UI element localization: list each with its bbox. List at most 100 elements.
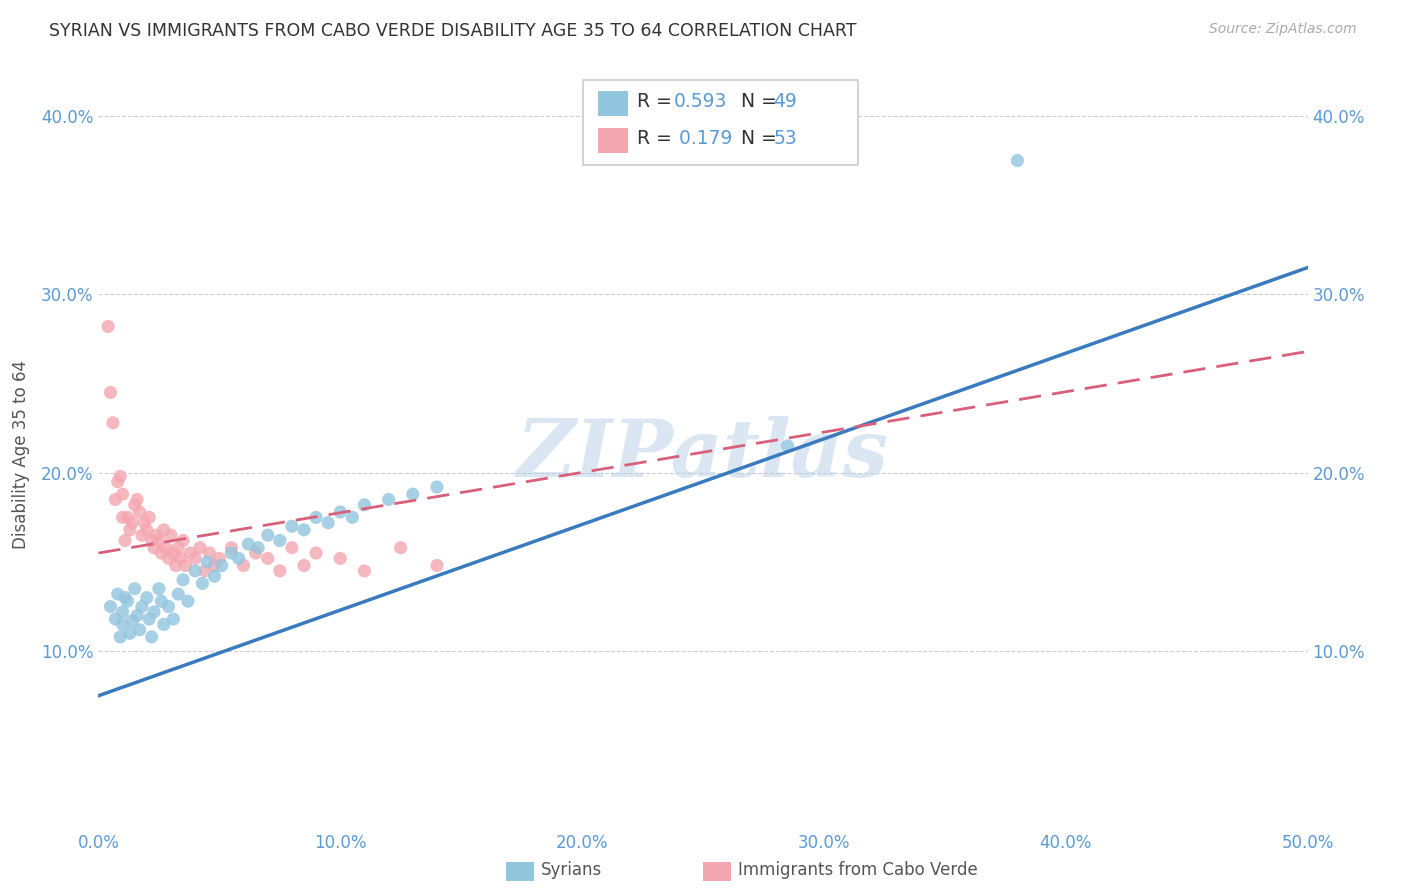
Point [131,528,153,542]
Point [150,546,173,560]
Point [118,626,141,640]
Text: 49: 49 [773,92,797,111]
Point [117,510,139,524]
Point [232,558,254,573]
Point [281,519,304,533]
Point [195,555,218,569]
Point [145,528,167,542]
Point [208,551,231,566]
Point [167,587,190,601]
Point [127,608,149,623]
Point [107,587,129,601]
Point [121,614,143,628]
Point [100,599,122,614]
Point [135,591,157,605]
Point [281,541,304,555]
Point [152,523,174,537]
Y-axis label: Disability Age 35 to 64: Disability Age 35 to 64 [11,360,30,549]
Point [1007,153,1029,168]
Point [111,487,134,501]
Point [165,558,187,573]
Point [128,505,150,519]
Point [221,541,243,555]
Point [776,439,799,453]
Text: 0.179: 0.179 [673,129,733,148]
Point [124,582,146,596]
Point [111,617,134,632]
Point [305,510,328,524]
Point [169,551,191,566]
Point [148,582,170,596]
Text: 53: 53 [773,129,797,148]
Point [104,612,127,626]
Point [162,546,184,560]
Point [155,541,177,555]
Point [211,558,233,573]
Point [292,558,315,573]
Point [402,487,425,501]
Point [269,564,291,578]
Point [256,551,278,566]
Point [114,591,136,605]
Text: R =: R = [637,92,678,111]
Point [184,551,207,566]
Point [198,546,221,560]
Point [124,498,146,512]
Point [127,492,149,507]
Point [117,594,139,608]
Point [245,546,267,560]
Point [342,510,364,524]
Point [143,605,166,619]
Point [329,505,352,519]
Text: R =: R = [637,129,678,148]
Point [134,516,156,530]
Point [118,523,141,537]
Point [138,612,160,626]
Point [160,528,183,542]
Point [221,546,243,560]
Point [184,564,207,578]
Point [131,599,153,614]
Point [179,546,201,560]
Point [141,630,163,644]
Point [269,533,291,548]
Point [172,533,194,548]
Point [150,594,173,608]
Point [148,533,170,548]
Point [188,541,211,555]
Text: ZIPatlas: ZIPatlas [517,417,889,493]
Point [152,617,174,632]
Point [247,541,270,555]
Point [107,475,129,489]
Point [292,523,315,537]
Point [426,480,449,494]
Point [174,558,197,573]
Text: Syrians: Syrians [541,861,603,879]
Point [172,573,194,587]
Text: Source: ZipAtlas.com: Source: ZipAtlas.com [1209,22,1357,37]
Text: N =: N = [741,129,783,148]
Text: 0.593: 0.593 [673,92,727,111]
Point [329,551,352,566]
Point [353,564,375,578]
Point [128,623,150,637]
Point [104,492,127,507]
Text: N =: N = [741,92,783,111]
Point [167,541,190,555]
Point [194,564,217,578]
Point [256,528,278,542]
Point [377,492,399,507]
Point [111,510,134,524]
Point [135,523,157,537]
Text: SYRIAN VS IMMIGRANTS FROM CABO VERDE DISABILITY AGE 35 TO 64 CORRELATION CHART: SYRIAN VS IMMIGRANTS FROM CABO VERDE DIS… [49,22,856,40]
Point [97,319,120,334]
Point [143,541,166,555]
Point [228,551,250,566]
Point [162,612,184,626]
Point [157,551,180,566]
Point [426,558,449,573]
Point [100,385,122,400]
Point [204,569,226,583]
Point [353,498,375,512]
Point [138,510,160,524]
